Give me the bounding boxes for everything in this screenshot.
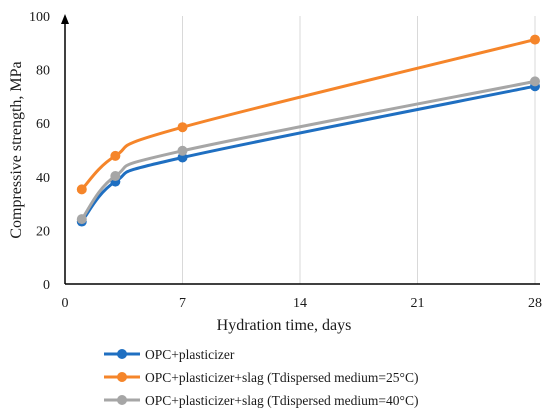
axes	[61, 14, 540, 285]
data-point	[177, 145, 188, 156]
series-layer	[76, 34, 540, 227]
x-tick-label: 0	[62, 296, 69, 311]
x-tick-label: 21	[411, 296, 425, 311]
y-tick-label: 60	[36, 117, 50, 132]
data-point	[530, 76, 540, 87]
data-point	[110, 170, 121, 181]
series-line	[80, 84, 536, 223]
y-tick-label: 80	[36, 64, 50, 79]
tick-labels: 0 7 14 21 28 0 20 40 60 80 100	[29, 10, 542, 311]
y-tick-label: 100	[29, 10, 50, 25]
data-point	[76, 214, 87, 225]
data-point	[76, 184, 87, 195]
legend-marker	[117, 395, 127, 405]
series-line	[80, 79, 536, 221]
legend-label: OPC+plasticizer+slag (Tdispersed medium=…	[145, 370, 418, 385]
y-tick-label: 20	[36, 224, 50, 239]
data-point	[177, 122, 188, 133]
legend-marker	[117, 372, 127, 382]
x-tick-label: 14	[293, 296, 307, 311]
legend-label: OPC+plasticizer+slag (Tdispersed medium=…	[145, 393, 418, 408]
y-tick-label: 0	[43, 278, 50, 293]
x-tick-label: 28	[528, 296, 542, 311]
legend: OPC+plasticizer OPC+plasticizer+slag (Tdi…	[104, 347, 418, 408]
y-axis-arrow	[61, 14, 69, 24]
legend-marker	[117, 349, 127, 359]
x-axis-title: Hydration time, days	[217, 317, 352, 334]
data-point	[110, 150, 121, 161]
data-point	[530, 34, 540, 45]
y-tick-label: 40	[36, 171, 50, 186]
y-axis-title: Compressive strength, MPa	[8, 61, 25, 238]
gridlines	[182, 16, 536, 284]
x-tick-label: 7	[179, 296, 186, 311]
series-line	[80, 38, 536, 191]
legend-label: OPC+plasticizer	[145, 347, 235, 362]
